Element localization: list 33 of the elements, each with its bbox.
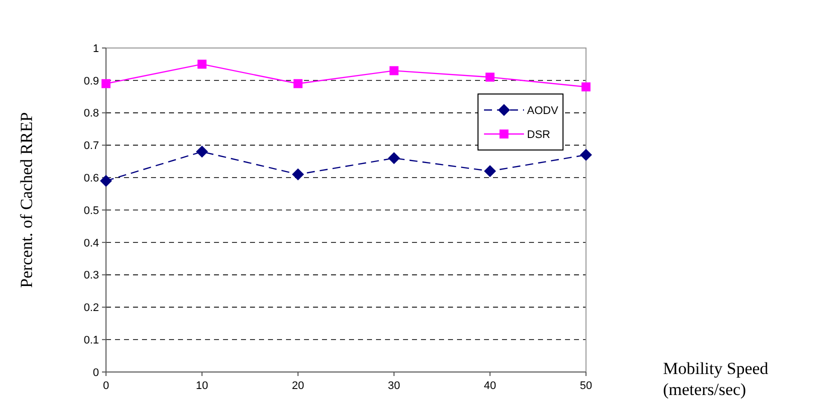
y-tick-label: 0.2 bbox=[84, 302, 99, 314]
point bbox=[196, 146, 208, 158]
y-tick-label: 1 bbox=[92, 42, 99, 55]
point bbox=[390, 66, 398, 76]
point bbox=[582, 82, 590, 92]
x-tick-label: 10 bbox=[196, 380, 208, 392]
y-tick-label: 0.4 bbox=[84, 237, 99, 250]
point bbox=[102, 79, 110, 88]
y-tick-label: 0.9 bbox=[84, 75, 99, 88]
point bbox=[100, 174, 112, 187]
y-tick-label: 0.7 bbox=[84, 140, 99, 152]
x-tick-label: 20 bbox=[292, 380, 304, 392]
x-tick-label: 0 bbox=[102, 380, 110, 392]
point bbox=[486, 72, 494, 82]
point bbox=[198, 60, 206, 69]
x-tick-label: 40 bbox=[484, 380, 496, 392]
point bbox=[580, 148, 592, 161]
x-tick-label: 30 bbox=[388, 380, 400, 392]
y-axis-title: Percent. of Cached RREP bbox=[17, 112, 36, 288]
y-tick-label: 0.5 bbox=[84, 204, 99, 217]
y-tick-label: 0.6 bbox=[84, 172, 99, 184]
point bbox=[484, 165, 496, 178]
legend-label: AODV bbox=[527, 104, 559, 117]
point bbox=[388, 152, 400, 164]
y-tick-label: 0 bbox=[92, 366, 99, 379]
point bbox=[294, 79, 302, 88]
x-tick-label: 50 bbox=[580, 380, 592, 392]
y-tick-label: 0.1 bbox=[84, 334, 99, 346]
point bbox=[292, 168, 304, 180]
y-tick-label: 0.8 bbox=[84, 108, 99, 120]
legend-label: DSR bbox=[527, 128, 550, 141]
y-tick-label: 0.3 bbox=[84, 270, 99, 282]
x-axis-title: Mobility Speed (meters/sec) bbox=[663, 359, 769, 399]
